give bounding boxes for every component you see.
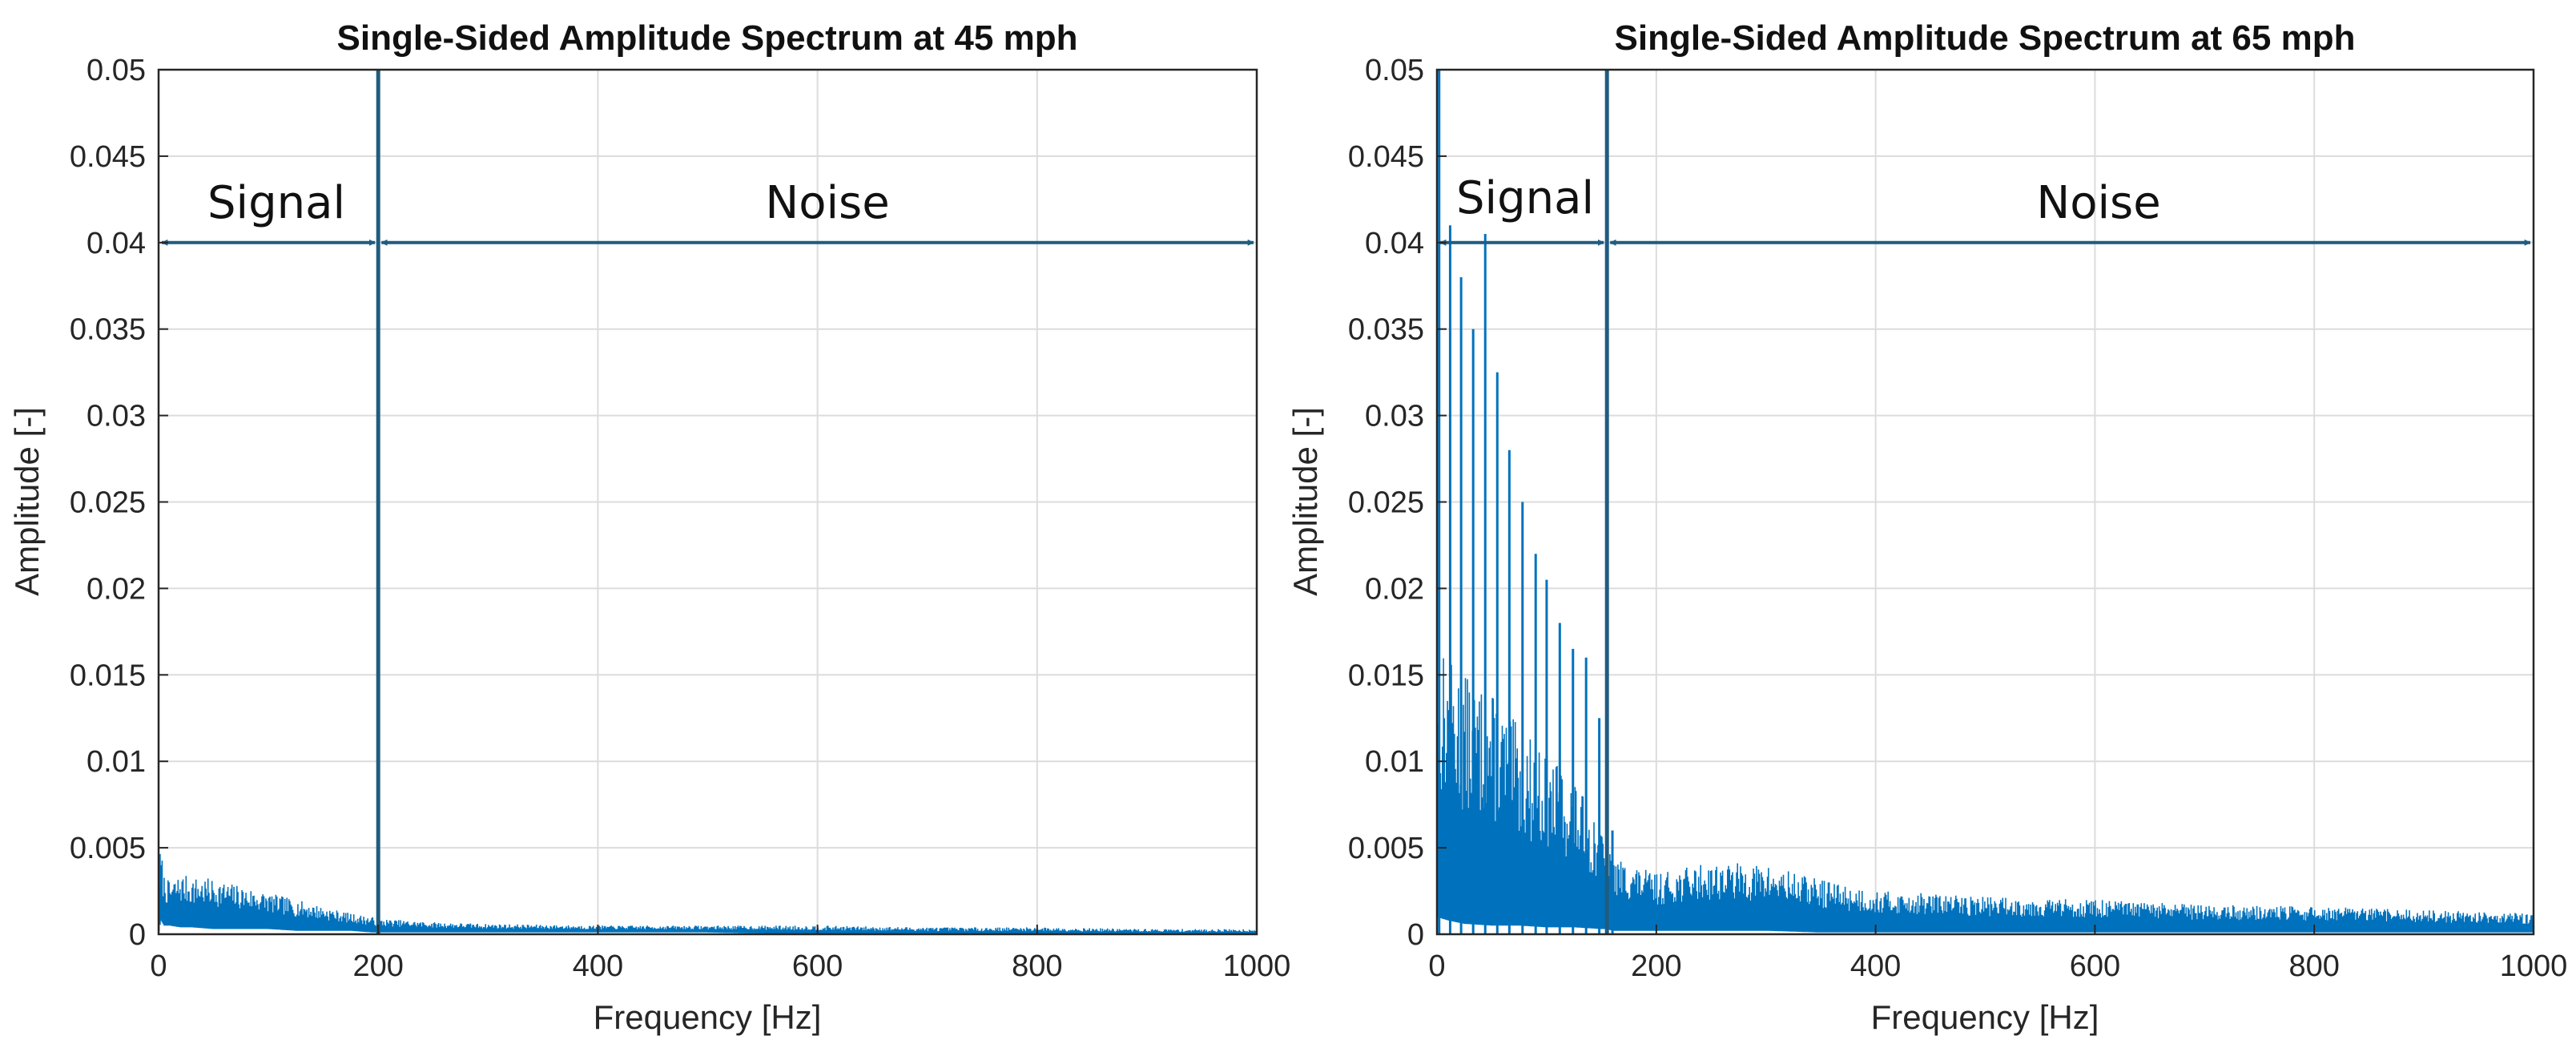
y-tick-label: 0.015 xyxy=(70,659,146,692)
signal-region-label: Signal xyxy=(1456,172,1594,224)
x-tick-label: 800 xyxy=(2288,949,2339,983)
x-tick-label: 600 xyxy=(792,949,843,983)
y-tick-label: 0 xyxy=(1407,918,1424,952)
spectrum-series xyxy=(158,853,1258,934)
y-tick-label: 0.03 xyxy=(1365,400,1424,433)
grid-lines xyxy=(1436,69,2534,935)
y-tick-label: 0.035 xyxy=(70,313,146,347)
y-tick-label: 0.035 xyxy=(1348,313,1424,347)
y-tick-labels: 0 0.005 0.01 0.015 0.02 0.025 0.03 0.035 0.04 0.0… xyxy=(1348,54,1447,952)
spectrum-trace xyxy=(158,853,1258,934)
y-tick-label: 0.04 xyxy=(1365,227,1424,260)
y-tick-label: 0.02 xyxy=(1365,572,1424,606)
y-tick-label: 0.03 xyxy=(87,400,146,433)
noise-region-label: Noise xyxy=(2036,177,2160,229)
y-tick-label: 0.015 xyxy=(1348,659,1424,692)
y-tick-label: 0.05 xyxy=(1365,54,1424,87)
y-axis-label: Amplitude [-] xyxy=(8,407,46,596)
x-tick-labels: 0 200 400 600 800 1000 xyxy=(1428,925,2567,983)
spectrum-chart-65mph: Single-Sided Amplitude Spectrum at 65 mp… xyxy=(1286,18,2567,1036)
x-tick-label: 1000 xyxy=(2500,949,2568,983)
x-tick-labels: 0 200 400 600 800 1000 xyxy=(150,925,1290,983)
y-tick-label: 0 xyxy=(129,918,146,952)
y-tick-label: 0.01 xyxy=(1365,745,1424,779)
annotation-layer: Signal Noise xyxy=(1439,70,2531,934)
y-tick-label: 0.01 xyxy=(87,745,146,779)
x-axis-label: Frequency [Hz] xyxy=(594,998,822,1036)
y-tick-labels: 0 0.005 0.01 0.015 0.02 0.025 0.03 0.035 0.04 0.0… xyxy=(70,54,168,952)
spectrum-chart-45mph: Single-Sided Amplitude Spectrum at 45 mp… xyxy=(8,18,1290,1036)
spectrum-series xyxy=(1436,70,2534,934)
x-tick-label: 0 xyxy=(1428,949,1445,983)
y-tick-label: 0.005 xyxy=(1348,832,1424,865)
noise-region-label: Noise xyxy=(765,177,889,229)
signal-region-label: Signal xyxy=(207,177,345,229)
y-axis-label: Amplitude [-] xyxy=(1286,407,1324,596)
x-tick-label: 1000 xyxy=(1223,949,1291,983)
y-tick-label: 0.045 xyxy=(70,140,146,174)
x-tick-label: 400 xyxy=(1850,949,1901,983)
y-tick-label: 0.045 xyxy=(1348,140,1424,174)
spectrum-trace xyxy=(1436,658,2534,933)
x-tick-label: 200 xyxy=(352,949,403,983)
chart-title: Single-Sided Amplitude Spectrum at 45 mp… xyxy=(337,18,1078,58)
x-tick-label: 400 xyxy=(573,949,623,983)
y-tick-label: 0.025 xyxy=(1348,486,1424,520)
annotation-layer: Signal Noise xyxy=(161,70,1254,934)
y-tick-label: 0.02 xyxy=(87,572,146,606)
y-tick-label: 0.025 xyxy=(70,486,146,520)
x-tick-label: 800 xyxy=(1012,949,1062,983)
x-axis-label: Frequency [Hz] xyxy=(1871,998,2099,1036)
y-tick-label: 0.05 xyxy=(87,54,146,87)
y-tick-label: 0.005 xyxy=(70,832,146,865)
x-tick-label: 0 xyxy=(150,949,167,983)
x-tick-label: 200 xyxy=(1631,949,1681,983)
y-tick-label: 0.04 xyxy=(87,227,146,260)
chart-title: Single-Sided Amplitude Spectrum at 65 mp… xyxy=(1615,18,2356,58)
x-tick-label: 600 xyxy=(2070,949,2120,983)
